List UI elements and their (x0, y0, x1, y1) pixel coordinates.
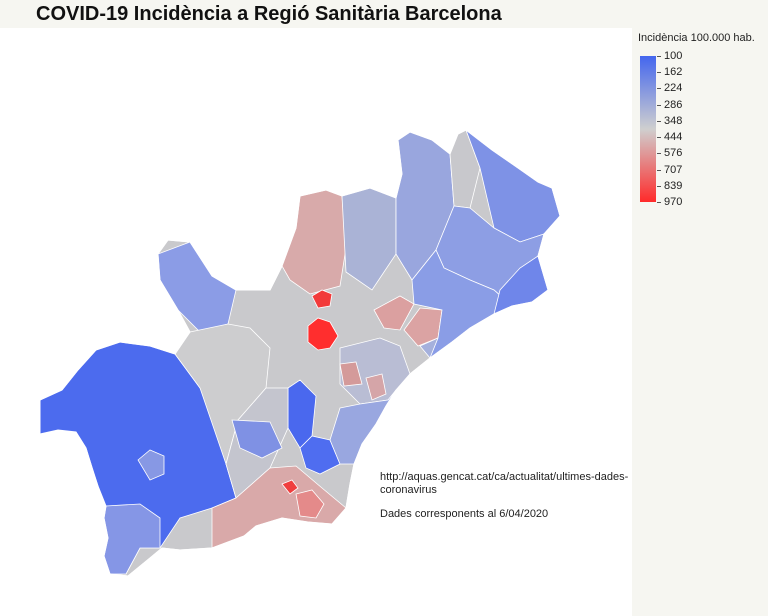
region-baix-llobregat-sud (295, 489, 325, 519)
page-title: COVID-19 Incidència a Regió Sanitària Ba… (36, 3, 502, 25)
legend-tick-mark (657, 202, 661, 203)
map-outline (39, 129, 561, 577)
region-vic (311, 289, 333, 309)
legend-tick-mark (657, 88, 661, 89)
legend-tick-label: 707 (664, 164, 683, 176)
legend-tick-mark (657, 72, 661, 73)
region-terrassa (339, 361, 363, 387)
legend-tick-mark (657, 153, 661, 154)
legend-tick-label: 224 (664, 82, 683, 94)
map-regions (40, 130, 560, 575)
source-url: http://aquas.gencat.cat/ca/actualitat/ul… (380, 471, 629, 496)
region-bergueda (281, 189, 347, 295)
legend-tick-mark (657, 105, 661, 106)
legend-tick-mark (657, 170, 661, 171)
region-vilafranca (281, 479, 299, 495)
legend-tick-label: 444 (664, 131, 683, 143)
region-anoia-enclave (137, 449, 165, 481)
legend-tick-label: 970 (664, 196, 683, 208)
legend-tick-mark (657, 121, 661, 122)
region-anoia-nord (157, 241, 237, 333)
choropleth-map (39, 129, 561, 577)
region-manresa (307, 317, 339, 351)
map-panel (0, 28, 632, 616)
legend-tick-mark (657, 56, 661, 57)
legend-tick-label: 100 (664, 50, 683, 62)
legend-tick-label: 348 (664, 115, 683, 127)
legend-color-bar (640, 56, 656, 202)
region-sabadell (365, 373, 387, 401)
date-note: Dades corresponents al 6/04/2020 (380, 508, 549, 520)
legend-tick-mark (657, 137, 661, 138)
legend-tick-mark (657, 186, 661, 187)
region-moianes (373, 295, 415, 331)
region-baix-llobregat (231, 419, 283, 459)
legend-tick-label: 576 (664, 147, 683, 159)
legend-tick-label: 286 (664, 99, 683, 111)
region-garraf-nord (103, 503, 161, 575)
legend-tick-label: 162 (664, 66, 683, 78)
legend-tick-label: 839 (664, 180, 683, 192)
legend-title: Incidència 100.000 hab. (638, 32, 755, 44)
